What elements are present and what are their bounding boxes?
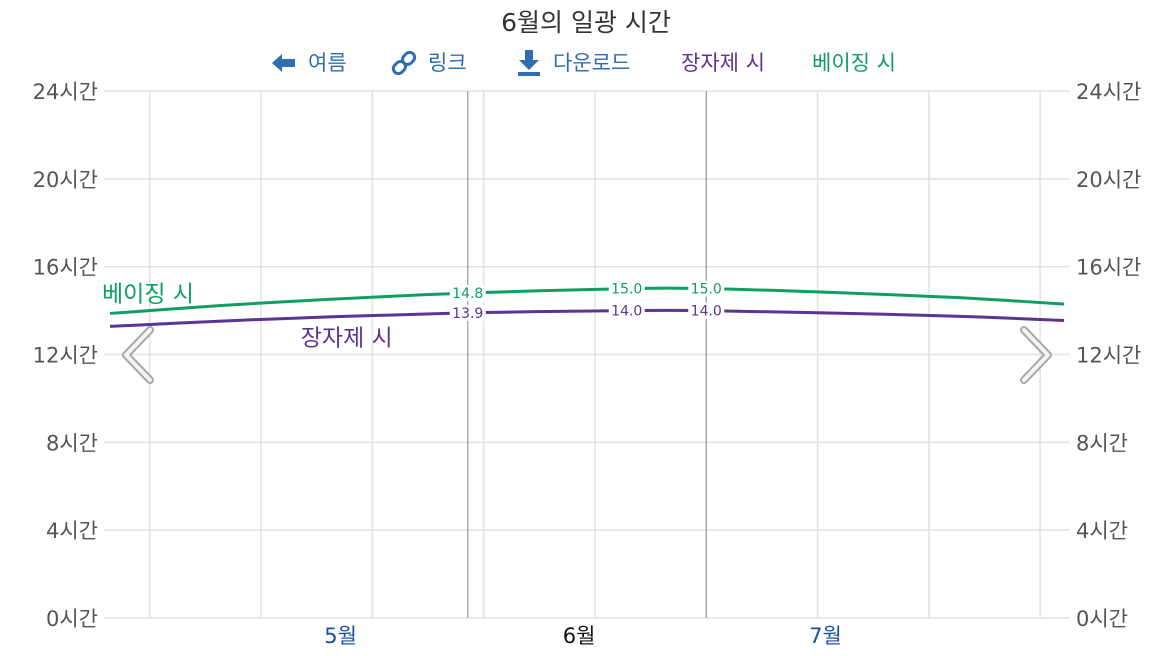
y-tick-label-right: 12시간 xyxy=(1076,344,1141,368)
legend-beijing[interactable]: 베이징 시 xyxy=(812,51,896,75)
month-label: 6월 xyxy=(563,624,596,648)
value-label-bg xyxy=(688,302,725,319)
y-tick-label-right: 4시간 xyxy=(1076,519,1128,543)
series-label-beijing: 베이징 시 xyxy=(102,281,194,307)
y-tick-label-right: 16시간 xyxy=(1076,256,1141,280)
link-button[interactable]: 링크 xyxy=(391,50,467,76)
y-tick-label-left: 8시간 xyxy=(46,431,98,455)
grid xyxy=(104,90,1070,619)
y-tick-label-left: 0시간 xyxy=(46,607,98,631)
back-button[interactable]: 여름 xyxy=(272,51,347,75)
value-label-jangja: 13.9 xyxy=(452,306,483,322)
link-icon xyxy=(391,50,417,76)
value-label-bg xyxy=(449,285,486,302)
value-label-bg xyxy=(449,304,486,321)
y-tick-label-left: 4시간 xyxy=(46,519,98,543)
link-label: 링크 xyxy=(428,51,467,75)
y-tick-label-left: 24시간 xyxy=(33,80,98,104)
arrow-left-icon xyxy=(272,54,295,72)
month-label[interactable]: 5월 xyxy=(324,624,357,648)
y-tick-label-right: 8시간 xyxy=(1076,431,1128,455)
y-tick-label-left: 12시간 xyxy=(33,344,98,368)
value-label-beijing: 14.8 xyxy=(452,286,483,302)
download-label: 다운로드 xyxy=(553,51,630,75)
value-label-bg xyxy=(608,302,645,319)
chevron-right-icon xyxy=(1020,326,1052,384)
value-label-beijing: 15.0 xyxy=(691,282,722,298)
y-tick-label-right: 0시간 xyxy=(1076,607,1128,631)
y-tick-label-left: 16시간 xyxy=(33,256,98,280)
next-month-button[interactable] xyxy=(1020,326,1052,384)
series-label-jangja: 장자제 시 xyxy=(301,326,393,352)
legend-jangja[interactable]: 장자제 시 xyxy=(681,51,765,75)
value-label-jangja: 14.0 xyxy=(691,304,722,320)
download-icon xyxy=(518,50,540,76)
prev-month-button[interactable] xyxy=(122,326,154,384)
chart-title: 6월의 일광 시간 xyxy=(501,8,671,37)
series-lines xyxy=(109,286,1065,328)
y-tick-label-right: 24시간 xyxy=(1076,80,1141,104)
back-label: 여름 xyxy=(308,51,347,75)
value-label-bg xyxy=(608,280,645,297)
download-button[interactable]: 다운로드 xyxy=(518,50,630,76)
chevron-left-icon xyxy=(122,326,154,384)
value-labels: 14.8 15.0 15.0 베이징 시 13.9 14.0 14.0 장자제 시 xyxy=(102,280,725,352)
value-label-jangja: 14.0 xyxy=(611,304,642,320)
series-line-jangja xyxy=(109,308,1065,328)
y-tick-label-left: 20시간 xyxy=(33,168,98,192)
month-label[interactable]: 7월 xyxy=(809,624,842,648)
value-label-bg xyxy=(688,280,725,297)
value-label-beijing: 15.0 xyxy=(611,282,642,298)
axes: 0시간 0시간 4시간 4시간 8시간 8시간 12시간 12시간 16시간 16시간 20시간 20… xyxy=(33,80,1142,648)
y-tick-label-right: 20시간 xyxy=(1076,168,1141,192)
